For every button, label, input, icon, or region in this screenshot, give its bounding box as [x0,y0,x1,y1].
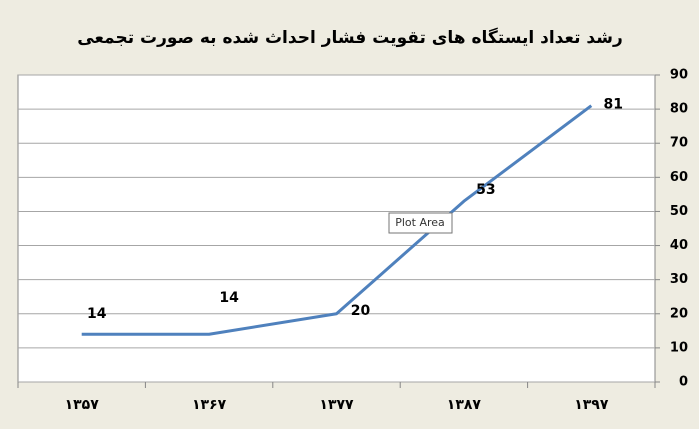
x-tick-label: ۱۳۶۷ [192,397,227,413]
data-label: 14 [219,290,239,306]
x-tick-label: ۱۳۷۷ [319,397,354,413]
tooltip-text: Plot Area [395,216,445,229]
tooltip-box [388,212,453,234]
y-tick-label: 50 [670,204,688,219]
plot-area [17,74,656,383]
y-tick-label: 30 [670,272,688,287]
data-label: 81 [604,97,623,113]
x-tick-label: ۱۳۵۷ [65,397,100,413]
y-tick-label: 60 [670,170,688,185]
x-tick-label: ۱۳۹۷ [574,397,609,413]
y-tick-label: 70 [670,136,688,151]
y-tick-label: 80 [670,102,688,117]
y-tick-label: 0 [679,375,688,390]
x-tick-label: ۱۳۸۷ [447,397,482,413]
y-tick-label: 20 [670,306,688,321]
chart-title: رشد تعداد ایستگاه های تقویت فشار احداث ش… [77,27,622,48]
y-tick-label: 40 [670,238,688,253]
y-tick-label: 10 [670,340,688,355]
y-tick-label: 90 [670,68,688,83]
line-series [81,104,593,336]
data-label: 53 [476,182,495,198]
data-label: 14 [87,306,107,322]
data-label: 20 [351,303,371,319]
